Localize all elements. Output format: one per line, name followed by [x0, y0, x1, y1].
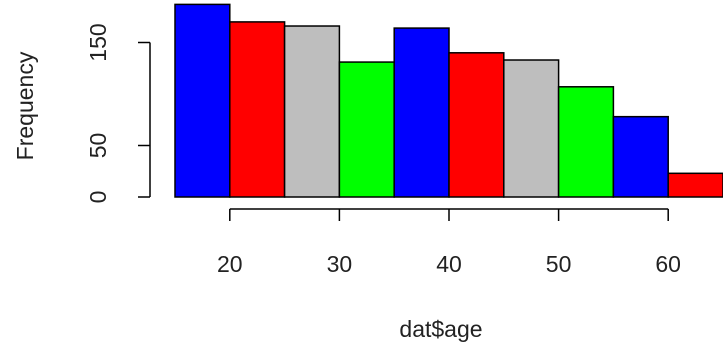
histogram-bar — [283, 25, 341, 198]
x-tick-label: 60 — [655, 251, 681, 277]
x-tick-label: 20 — [217, 251, 243, 277]
histogram-bar — [448, 52, 505, 198]
y-axis-title: Frequency — [12, 51, 38, 160]
y-tick-label: 150 — [85, 23, 111, 61]
y-axis: 0 50 150 — [85, 23, 151, 204]
x-axis-title: dat$age — [399, 316, 482, 342]
y-tick-label: 50 — [85, 133, 111, 159]
histogram-bar — [393, 27, 450, 198]
x-tick-label: 30 — [327, 251, 353, 277]
histogram-bar — [667, 172, 723, 198]
bars-group — [174, 3, 723, 198]
x-tick-label: 40 — [436, 251, 462, 277]
histogram-bar — [557, 86, 615, 198]
histogram-bar — [503, 59, 560, 198]
histogram-bar — [174, 3, 231, 198]
histogram-bar — [612, 115, 669, 198]
x-tick-label: 50 — [546, 251, 572, 277]
histogram-bar — [229, 21, 286, 198]
x-axis: 20 30 40 50 60 — [217, 208, 681, 277]
histogram-bar — [338, 61, 395, 198]
y-tick-label: 0 — [85, 191, 111, 204]
